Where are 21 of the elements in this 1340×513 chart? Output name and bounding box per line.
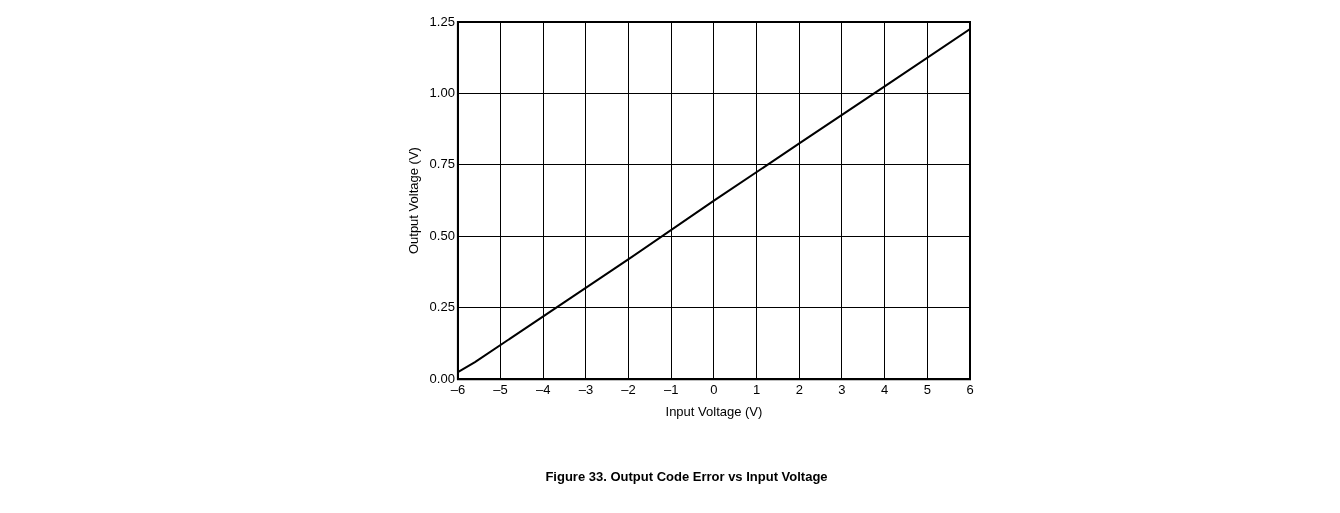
x-axis-title: Input Voltage (V) [665, 404, 763, 420]
x-tick-label: –4 [536, 381, 551, 397]
y-tick-label: 1.00 [429, 85, 455, 101]
x-tick-label: 0 [710, 381, 718, 397]
x-tick-label: 1 [753, 381, 761, 397]
x-tick-label: 6 [966, 381, 974, 397]
text: Figure 33. Output Code Error vs Input Voltage [545, 468, 828, 484]
x-tick-label: –2 [621, 381, 636, 397]
y-axis-title: Output Voltage (V) [406, 147, 422, 255]
x-tick-label: –5 [493, 381, 508, 397]
y-tick-label: 0.00 [429, 370, 455, 386]
x-tick-label: –1 [664, 381, 679, 397]
y-tick-label: 0.25 [429, 299, 455, 315]
x-tick-label: 3 [838, 381, 846, 397]
x-tick-label: 2 [795, 381, 803, 397]
y-tick-label: 0.75 [429, 156, 455, 172]
y-tick-label: 0.50 [429, 227, 455, 243]
x-tick-label: –3 [578, 381, 594, 397]
y-tick-label: 1.25 [429, 13, 455, 29]
x-tick-label: 4 [881, 381, 889, 397]
x-tick-label: 5 [923, 381, 931, 397]
